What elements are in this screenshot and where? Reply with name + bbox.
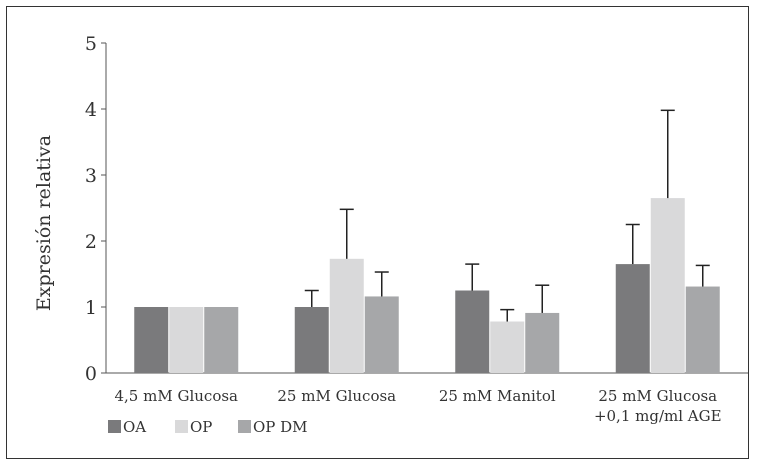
category-label: 25 mM Manitol [439, 387, 556, 405]
bar-oa [294, 307, 329, 373]
y-tick-label: 2 [85, 231, 97, 253]
legend-label: OP DM [253, 418, 308, 436]
legend-label: OP [190, 418, 212, 436]
bar-op [650, 198, 685, 373]
y-tick-label: 0 [85, 363, 97, 385]
error-bars [304, 109, 710, 322]
legend-swatch [238, 420, 251, 433]
legend-swatch [108, 420, 121, 433]
y-axis-title: Expresión relativa [33, 135, 55, 311]
bar-oa [615, 264, 650, 373]
labels: 0 1 2 3 4 5 Expresión relativa 4,5 mM Glucosa 25… [33, 33, 722, 425]
bar-oa [455, 290, 490, 373]
chart-frame [6, 6, 749, 459]
bar-op-dm [685, 286, 720, 373]
category-label: 4,5 mM Glucosa [115, 387, 239, 405]
y-tick-label: 3 [85, 165, 97, 187]
category-label: 25 mM Glucosa [598, 387, 717, 405]
bar-op [329, 258, 364, 373]
bar-op-dm [525, 312, 560, 373]
bar-oa [134, 307, 169, 373]
legend-swatch [175, 420, 188, 433]
bar-op-dm [204, 307, 239, 373]
legend: OA OP OP DM [108, 418, 308, 436]
bars [134, 198, 720, 373]
bar-op [490, 321, 525, 373]
y-tick-label: 5 [85, 33, 97, 55]
bar-op-dm [364, 296, 399, 373]
category-label: +0,1 mg/ml AGE [594, 407, 722, 425]
category-label: 25 mM Glucosa [277, 387, 396, 405]
legend-label: OA [123, 418, 146, 436]
y-tick-label: 1 [85, 297, 97, 319]
bar-op [169, 307, 204, 373]
y-tick-label: 4 [85, 99, 97, 121]
